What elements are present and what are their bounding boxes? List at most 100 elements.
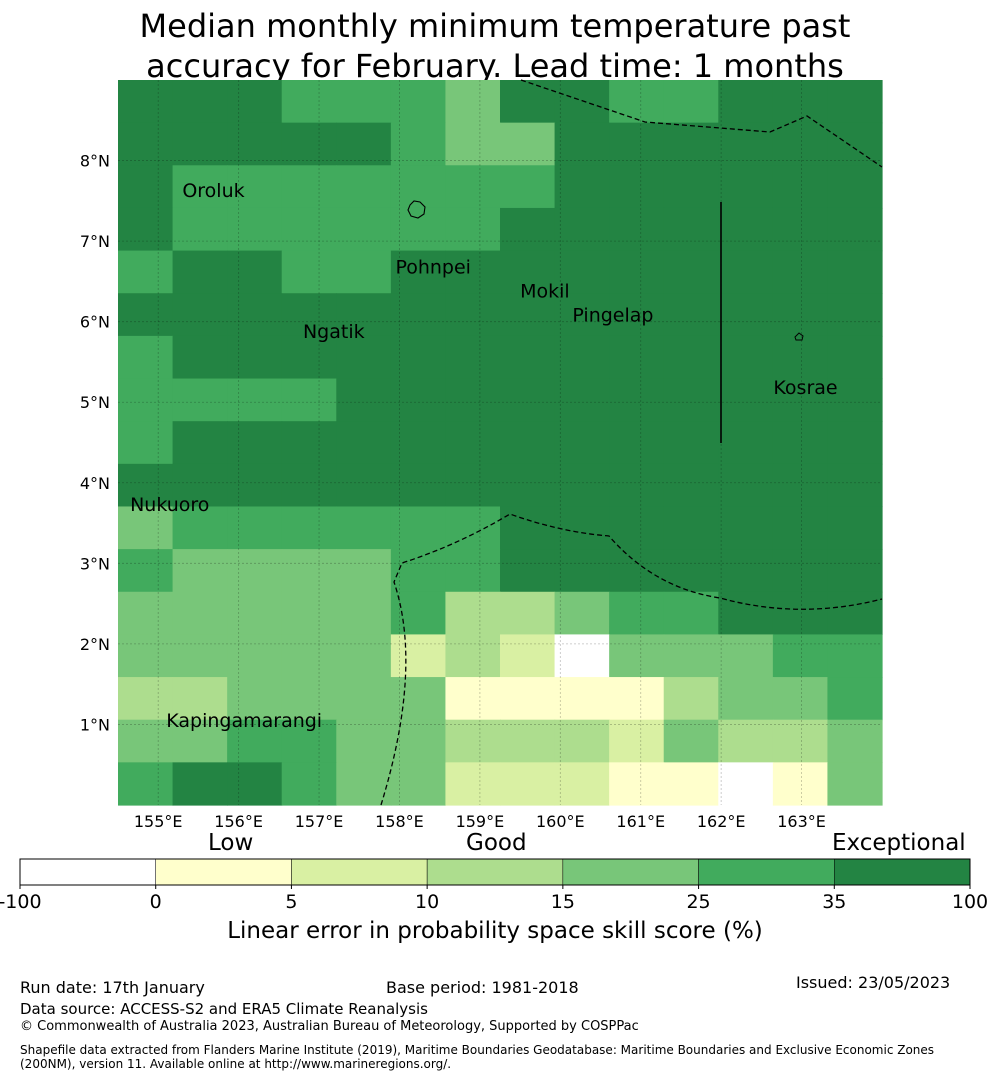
skill-cell — [772, 719, 829, 763]
skill-cell — [554, 293, 610, 337]
skill-cell — [827, 421, 883, 465]
shapefile-credit-2: (200NM), version 11. Available online at… — [20, 1057, 452, 1071]
skill-grid — [118, 80, 883, 806]
colorbar-label: Linear error in probability space skill … — [227, 918, 763, 944]
colorbar-frame — [19, 858, 971, 886]
skill-cell — [609, 378, 665, 422]
skill-cell — [500, 591, 556, 636]
skill-cell — [118, 122, 174, 166]
skill-cell — [172, 207, 228, 252]
skill-cell — [445, 463, 501, 508]
skill-cell — [609, 719, 665, 763]
skill-cell — [118, 506, 174, 550]
skill-cell — [609, 80, 665, 124]
skill-cell — [718, 677, 774, 721]
skill-cell — [718, 549, 774, 593]
skill-cell — [172, 122, 228, 166]
skill-cell — [554, 421, 610, 465]
skill-cell — [609, 549, 665, 593]
skill-cell — [445, 378, 501, 422]
skill-cell — [554, 506, 610, 550]
skill-cell — [227, 506, 283, 550]
skill-cell — [281, 762, 337, 806]
skill-cell — [336, 677, 392, 721]
skill-cell — [172, 506, 228, 550]
skill-cell — [281, 122, 337, 166]
base-period: Base period: 1981-2018 — [386, 978, 579, 997]
skill-cell — [336, 335, 392, 380]
skill-cell — [772, 677, 829, 721]
skill-cell — [227, 293, 283, 337]
skill-cell — [445, 719, 501, 763]
skill-cell — [772, 549, 829, 593]
skill-cell — [336, 591, 392, 636]
skill-cell — [827, 463, 883, 508]
lat-tick-label: 6°N — [80, 313, 110, 332]
skill-cell — [609, 335, 665, 380]
skill-cell — [336, 549, 392, 593]
skill-cell — [281, 549, 337, 593]
skill-cell — [445, 506, 501, 550]
skill-cell — [336, 207, 392, 252]
skill-cell — [827, 207, 883, 252]
skill-cell — [772, 250, 829, 294]
skill-cell — [445, 634, 501, 678]
skill-cell — [336, 634, 392, 678]
colorbar-tick-label: 25 — [686, 891, 710, 913]
skill-cell — [663, 677, 719, 721]
lon-tick-label: 160°E — [536, 812, 585, 831]
lon-tick-label: 161°E — [616, 812, 665, 831]
skill-cell — [500, 293, 556, 337]
skill-cell — [500, 463, 556, 508]
skill-cell — [390, 762, 447, 806]
skill-cell — [227, 549, 283, 593]
skill-cell — [172, 378, 228, 422]
skill-cell — [663, 122, 719, 166]
skill-cell — [827, 80, 883, 124]
skill-cell — [390, 250, 447, 294]
colorbar-tick-label: 100 — [952, 891, 988, 913]
skill-cell — [663, 463, 719, 508]
skill-cell — [609, 421, 665, 465]
skill-cell — [772, 335, 829, 380]
skill-cell — [445, 591, 501, 636]
skill-cell — [663, 293, 719, 337]
skill-cell — [445, 762, 501, 806]
skill-cell — [281, 634, 337, 678]
skill-cell — [172, 293, 228, 337]
skill-cell — [227, 634, 283, 678]
skill-cell — [500, 506, 556, 550]
lat-tick-label: 5°N — [80, 393, 110, 412]
skill-cell — [718, 762, 774, 806]
skill-cell — [227, 591, 283, 636]
lat-tick-label: 1°N — [80, 715, 110, 734]
lon-tick-label: 163°E — [777, 812, 826, 831]
skill-cell — [445, 421, 501, 465]
skill-cell — [118, 165, 174, 209]
skill-cell — [118, 293, 174, 337]
skill-cell — [336, 421, 392, 465]
skill-cell — [772, 634, 829, 678]
graticule — [118, 80, 882, 805]
skill-cell — [554, 335, 610, 380]
skill-cell — [772, 463, 829, 508]
skill-cell — [827, 378, 883, 422]
skill-cell — [500, 762, 556, 806]
skill-cell — [336, 165, 392, 209]
skill-cell — [118, 719, 174, 763]
skill-cell — [827, 634, 883, 678]
skill-cell — [554, 634, 610, 678]
skill-cell — [445, 165, 501, 209]
skill-cell — [718, 165, 774, 209]
skill-cell — [718, 591, 774, 636]
skill-cell — [827, 677, 883, 721]
skill-cell — [172, 165, 228, 209]
skill-cell — [227, 719, 283, 763]
skill-cell — [445, 80, 501, 124]
skill-cell — [390, 421, 447, 465]
skill-cell — [172, 250, 228, 294]
skill-cell — [336, 506, 392, 550]
skill-cell — [227, 80, 283, 124]
lon-tick-label: 157°E — [295, 812, 344, 831]
map-axes: 155°E 156°E 157°E 158°E 159°E 160°E 161°E 162°E… — [80, 152, 826, 831]
